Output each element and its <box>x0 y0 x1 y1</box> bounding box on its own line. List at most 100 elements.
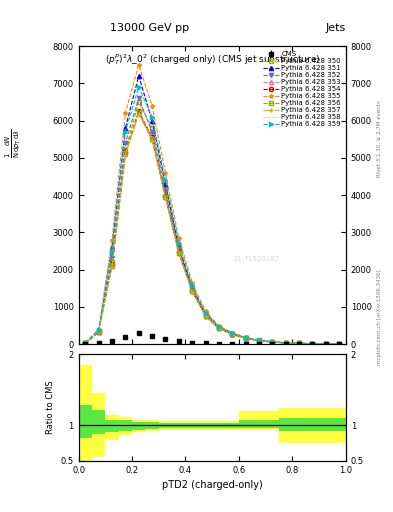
Pythia 6.428 351 <box>83 340 88 346</box>
Pythia 6.428 358 <box>243 335 248 342</box>
Pythia 6.428 359 <box>230 330 235 336</box>
Pythia 6.428 358 <box>297 340 301 347</box>
Pythia 6.428 357 <box>123 152 128 158</box>
Pythia 6.428 353 <box>83 340 88 346</box>
Pythia 6.428 359 <box>257 337 261 344</box>
Text: Jets: Jets <box>325 23 346 33</box>
Pythia 6.428 356 <box>96 329 101 335</box>
Pythia 6.428 351 <box>337 341 342 347</box>
Line: Pythia 6.428 356: Pythia 6.428 356 <box>83 110 341 346</box>
Pythia 6.428 352 <box>96 329 101 335</box>
Pythia 6.428 353 <box>323 341 328 347</box>
Pythia 6.428 356 <box>257 337 261 344</box>
Pythia 6.428 352 <box>297 340 301 347</box>
Pythia 6.428 350 <box>96 328 101 334</box>
Pythia 6.428 353 <box>150 136 154 142</box>
Pythia 6.428 355 <box>203 308 208 314</box>
Pythia 6.428 357 <box>136 111 141 117</box>
Pythia 6.428 359 <box>217 324 221 330</box>
Pythia 6.428 352 <box>190 286 195 292</box>
Pythia 6.428 350 <box>270 339 275 345</box>
Pythia 6.428 352 <box>230 331 235 337</box>
Pythia 6.428 354 <box>150 134 154 140</box>
Pythia 6.428 355 <box>176 235 181 241</box>
Pythia 6.428 358 <box>270 339 275 345</box>
Pythia 6.428 357 <box>83 340 88 346</box>
Pythia 6.428 355 <box>257 337 261 343</box>
Pythia 6.428 357 <box>150 137 154 143</box>
Pythia 6.428 352 <box>217 325 221 331</box>
Pythia 6.428 355 <box>283 339 288 346</box>
Pythia 6.428 356 <box>136 110 141 116</box>
Pythia 6.428 351 <box>150 118 154 124</box>
Pythia 6.428 357 <box>96 329 101 335</box>
Pythia 6.428 359 <box>243 334 248 340</box>
Pythia 6.428 350 <box>283 340 288 346</box>
Pythia 6.428 353 <box>217 325 221 331</box>
Pythia 6.428 356 <box>123 151 128 157</box>
Pythia 6.428 352 <box>176 246 181 252</box>
Pythia 6.428 353 <box>190 288 195 294</box>
Pythia 6.428 352 <box>310 340 315 347</box>
Pythia 6.428 355 <box>270 338 275 345</box>
Pythia 6.428 356 <box>83 340 88 346</box>
Pythia 6.428 357 <box>323 341 328 347</box>
Pythia 6.428 350 <box>257 337 261 344</box>
Pythia 6.428 358 <box>203 313 208 319</box>
Pythia 6.428 351 <box>217 325 221 331</box>
Text: Rivet 3.1.10, ≥ 2.7M events: Rivet 3.1.10, ≥ 2.7M events <box>377 100 382 177</box>
Pythia 6.428 353 <box>283 340 288 346</box>
Pythia 6.428 358 <box>310 340 315 347</box>
Pythia 6.428 359 <box>123 129 128 135</box>
Line: Pythia 6.428 352: Pythia 6.428 352 <box>83 96 341 346</box>
X-axis label: pTD2 (charged-only): pTD2 (charged-only) <box>162 480 263 490</box>
Pythia 6.428 353 <box>123 151 128 157</box>
Pythia 6.428 356 <box>310 340 315 347</box>
Pythia 6.428 350 <box>110 259 114 265</box>
Pythia 6.428 359 <box>283 339 288 346</box>
Pythia 6.428 359 <box>310 340 315 347</box>
Pythia 6.428 357 <box>217 326 221 332</box>
Pythia 6.428 353 <box>310 340 315 347</box>
Pythia 6.428 359 <box>136 84 141 90</box>
Pythia 6.428 357 <box>337 341 342 347</box>
Pythia 6.428 359 <box>337 341 342 347</box>
Pythia 6.428 355 <box>123 110 128 116</box>
Pythia 6.428 355 <box>96 326 101 332</box>
Pythia 6.428 352 <box>150 129 154 135</box>
Pythia 6.428 356 <box>230 331 235 337</box>
Pythia 6.428 353 <box>270 339 275 345</box>
Pythia 6.428 356 <box>150 136 154 142</box>
Pythia 6.428 357 <box>176 250 181 257</box>
Pythia 6.428 350 <box>243 335 248 341</box>
Legend: CMS, Pythia 6.428 350, Pythia 6.428 351, Pythia 6.428 352, Pythia 6.428 353, Pyt: CMS, Pythia 6.428 350, Pythia 6.428 351,… <box>262 50 342 129</box>
Pythia 6.428 355 <box>297 340 301 346</box>
Pythia 6.428 352 <box>257 337 261 344</box>
Pythia 6.428 358 <box>190 288 195 294</box>
Pythia 6.428 359 <box>176 240 181 246</box>
Pythia 6.428 352 <box>203 312 208 318</box>
Pythia 6.428 355 <box>190 280 195 286</box>
Pythia 6.428 356 <box>283 340 288 346</box>
Pythia 6.428 358 <box>217 325 221 331</box>
Pythia 6.428 359 <box>150 114 154 120</box>
Pythia 6.428 355 <box>310 340 315 347</box>
Pythia 6.428 350 <box>323 341 328 347</box>
Pythia 6.428 352 <box>337 341 342 347</box>
Pythia 6.428 358 <box>136 109 141 115</box>
Line: Pythia 6.428 354: Pythia 6.428 354 <box>83 109 341 346</box>
Pythia 6.428 356 <box>163 194 168 200</box>
Pythia 6.428 354 <box>337 341 342 347</box>
Pythia 6.428 351 <box>243 335 248 341</box>
Pythia 6.428 350 <box>123 147 128 154</box>
Line: Pythia 6.428 350: Pythia 6.428 350 <box>83 100 341 346</box>
Pythia 6.428 352 <box>243 335 248 341</box>
Pythia 6.428 356 <box>323 341 328 347</box>
Pythia 6.428 351 <box>203 311 208 317</box>
Pythia 6.428 354 <box>297 340 301 347</box>
Line: Pythia 6.428 353: Pythia 6.428 353 <box>83 111 341 346</box>
Pythia 6.428 358 <box>96 328 101 334</box>
Pythia 6.428 354 <box>243 335 248 342</box>
Pythia 6.428 358 <box>257 337 261 344</box>
Pythia 6.428 353 <box>136 110 141 116</box>
